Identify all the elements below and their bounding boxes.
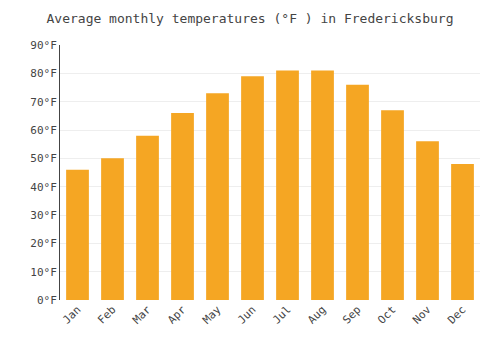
- svg-text:60°F: 60°F: [30, 124, 57, 137]
- svg-text:Jan: Jan: [60, 303, 83, 326]
- svg-text:Sep: Sep: [340, 303, 363, 326]
- svg-text:Oct: Oct: [375, 303, 398, 326]
- svg-text:30°F: 30°F: [30, 209, 57, 222]
- svg-text:20°F: 20°F: [30, 237, 57, 250]
- svg-text:Nov: Nov: [410, 303, 434, 327]
- svg-text:40°F: 40°F: [30, 181, 57, 194]
- svg-text:0°F: 0°F: [37, 294, 57, 307]
- svg-text:10°F: 10°F: [30, 266, 57, 279]
- svg-text:Dec: Dec: [445, 303, 468, 326]
- svg-text:Feb: Feb: [95, 303, 118, 326]
- svg-text:May: May: [200, 303, 224, 327]
- svg-text:50°F: 50°F: [30, 152, 57, 165]
- svg-text:80°F: 80°F: [30, 67, 57, 80]
- svg-text:Apr: Apr: [165, 303, 189, 327]
- svg-text:Jun: Jun: [235, 303, 258, 326]
- svg-text:Average monthly temperatures (: Average monthly temperatures (°F ) in Fr…: [47, 11, 454, 26]
- svg-text:90°F: 90°F: [30, 39, 57, 52]
- svg-text:70°F: 70°F: [30, 96, 57, 109]
- svg-text:Aug: Aug: [305, 303, 328, 326]
- svg-text:Jul: Jul: [270, 303, 293, 326]
- svg-text:Mar: Mar: [130, 303, 154, 327]
